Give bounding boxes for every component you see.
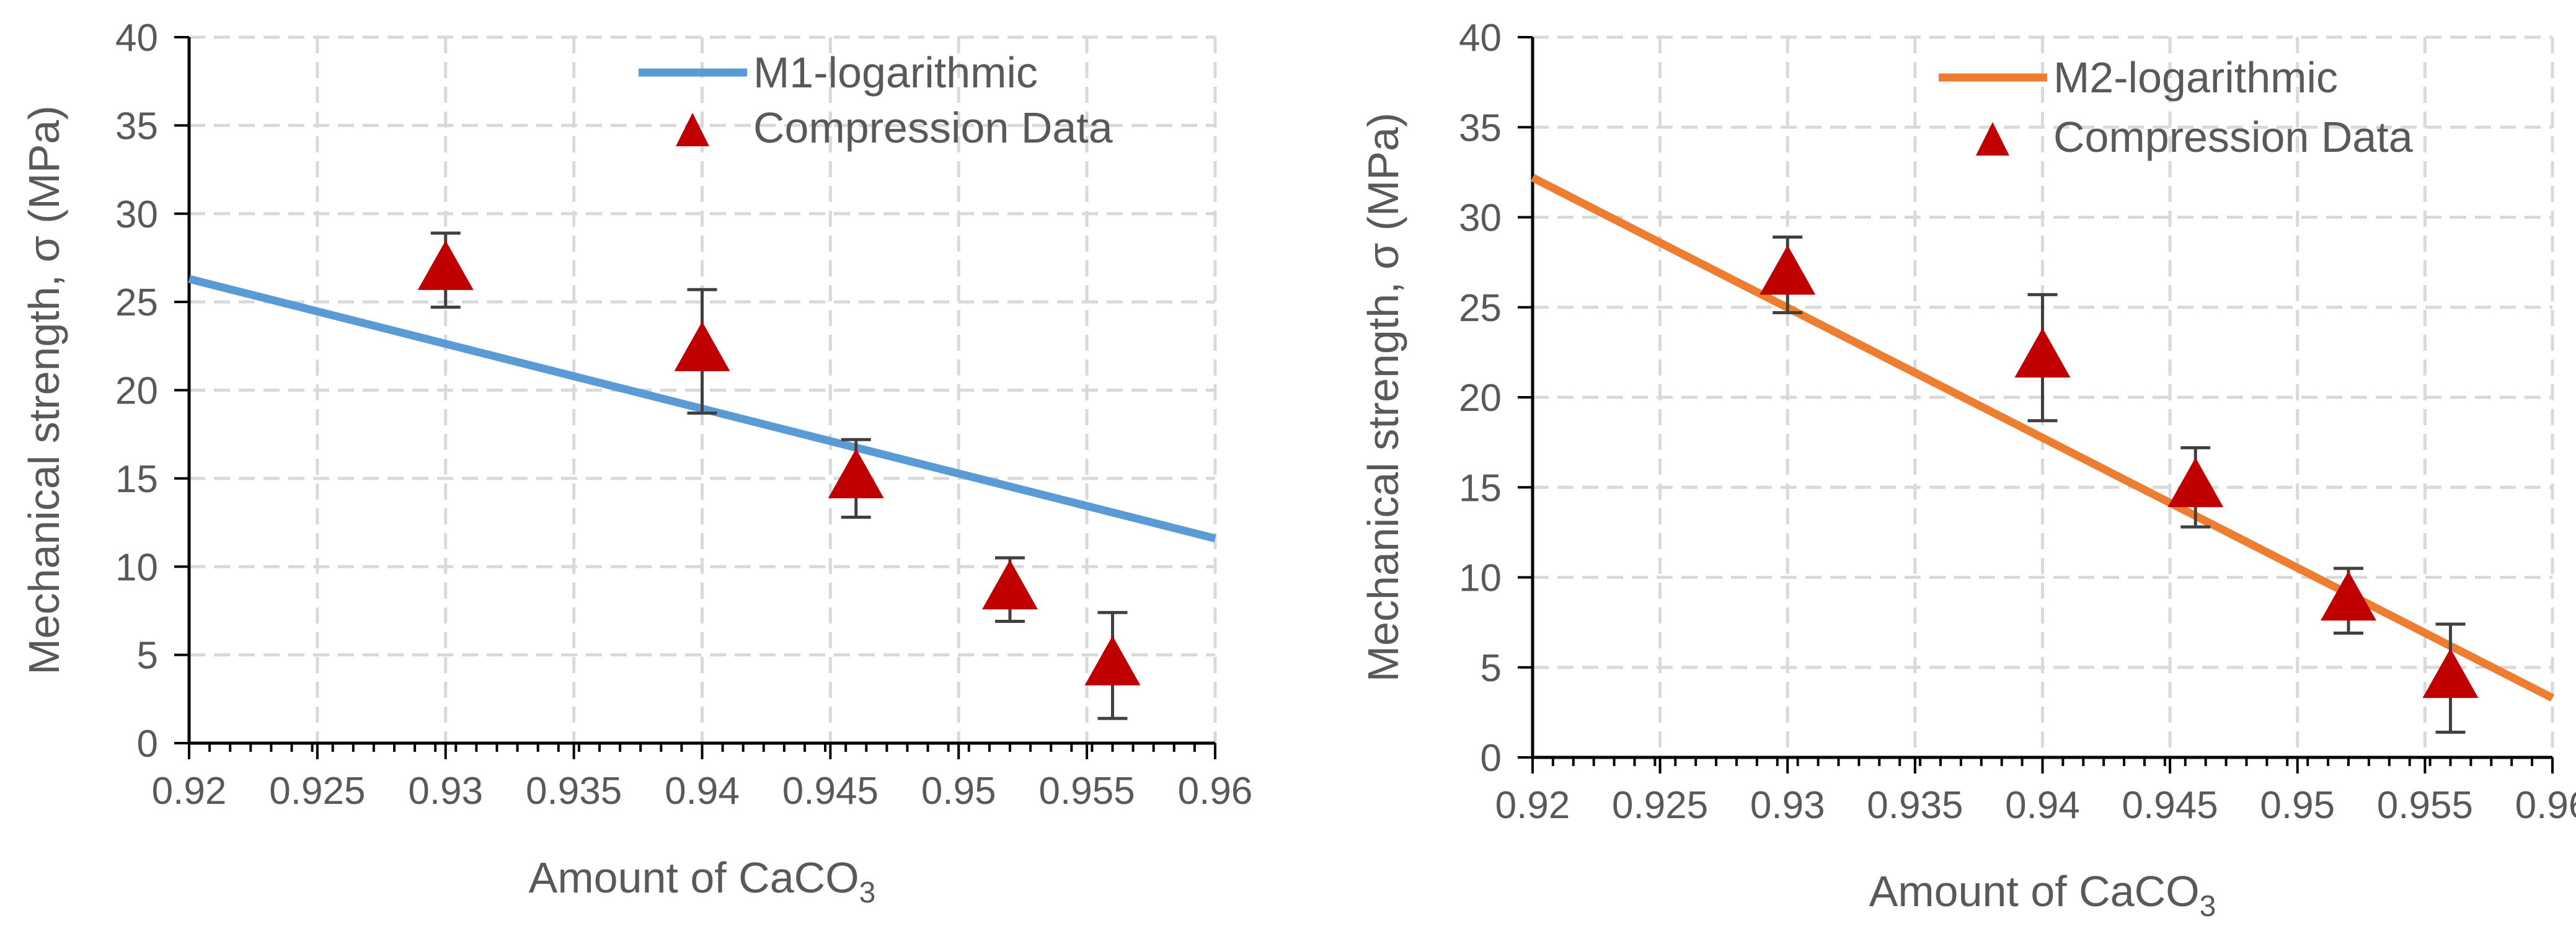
y-axis-title: Mechanical strength, σ (MPa) — [20, 105, 68, 675]
y-tick-label: 20 — [115, 370, 158, 413]
y-tick-label: 20 — [1459, 377, 1502, 420]
x-tick-label: 0.95 — [2260, 784, 2335, 827]
y-tick-label: 30 — [1459, 197, 1502, 240]
x-tick-label: 0.945 — [782, 770, 879, 813]
x-axis-title: Amount of CaCO3 — [529, 853, 876, 909]
y-axis-title: Mechanical strength, σ (MPa) — [1359, 113, 1407, 682]
data-point-triangle — [1759, 245, 1816, 295]
x-axis-title-main: Amount of CaCO — [529, 853, 859, 902]
y-tick-label: 15 — [1459, 467, 1502, 509]
y-tick-label: 25 — [1459, 287, 1502, 330]
y-tick-label: 30 — [115, 193, 158, 236]
x-tick-label: 0.955 — [2377, 784, 2473, 827]
chart-m2: 0.92 0.925 0.93 0.935 0.94 0.945 0.95 0.955 0.96… — [1359, 17, 2576, 923]
x-tick-label: 0.94 — [665, 770, 740, 813]
x-axis-title-subscript: 3 — [2200, 890, 2216, 923]
x-tick-label: 0.94 — [2005, 784, 2080, 827]
x-tick-label: 0.92 — [1495, 784, 1570, 827]
y-tick-label: 35 — [115, 105, 158, 148]
x-tick-label: 0.925 — [269, 770, 365, 813]
y-tick-label: 0 — [1481, 737, 1502, 780]
x-tick-label: 0.93 — [1750, 784, 1825, 827]
y-tick-label: 10 — [115, 546, 158, 589]
x-axis-title-subscript: 3 — [859, 876, 876, 909]
data-point-triangle — [1084, 635, 1141, 686]
data-point-triangle — [2014, 328, 2071, 378]
x-tick-label: 0.96 — [1178, 770, 1253, 813]
x-tick-label: 0.945 — [2122, 784, 2218, 827]
y-tick-label: 40 — [115, 17, 158, 60]
x-tick-label: 0.955 — [1039, 770, 1135, 813]
legend-data-swatch — [1976, 122, 2009, 156]
data-point-triangle — [417, 240, 474, 290]
y-tick-label: 0 — [137, 723, 158, 765]
y-tick-label: 15 — [115, 458, 158, 501]
x-axis-title: Amount of CaCO3 — [1869, 867, 2216, 923]
y-tick-label: 5 — [1481, 647, 1502, 690]
legend-data-label: Compression Data — [2053, 113, 2413, 161]
data-point-triangle — [828, 448, 884, 498]
data-point-triangle — [2321, 571, 2376, 621]
data-point-triangle — [2422, 648, 2479, 699]
chart-m1: 0.92 0.925 0.93 0.935 0.94 0.945 0.95 0.955 0.96… — [20, 17, 1253, 909]
y-tick-label: 5 — [137, 635, 158, 677]
legend-model-label: M1-logarithmic — [753, 48, 1038, 97]
data-point-triangle — [982, 560, 1038, 610]
legend-data-swatch — [676, 113, 709, 146]
x-tick-label: 0.95 — [921, 770, 996, 813]
y-tick-label: 35 — [1459, 107, 1502, 149]
y-tick-label: 25 — [115, 281, 158, 324]
x-tick-label: 0.935 — [526, 770, 622, 813]
x-tick-label: 0.925 — [1612, 784, 1708, 827]
x-tick-label: 0.93 — [408, 770, 483, 813]
x-tick-label: 0.935 — [1867, 784, 1963, 827]
x-tick-label: 0.96 — [2515, 784, 2576, 827]
x-axis-title-main: Amount of CaCO — [1869, 867, 2200, 915]
model-line — [1531, 174, 2554, 702]
y-tick-label: 40 — [1459, 17, 1502, 60]
y-tick-label: 10 — [1459, 557, 1502, 600]
legend-data-label: Compression Data — [753, 104, 1113, 152]
data-point-triangle — [674, 321, 730, 371]
legend-model-label: M2-logarithmic — [2053, 53, 2338, 102]
x-tick-label: 0.92 — [152, 770, 227, 813]
data-point-triangle — [2167, 457, 2224, 508]
